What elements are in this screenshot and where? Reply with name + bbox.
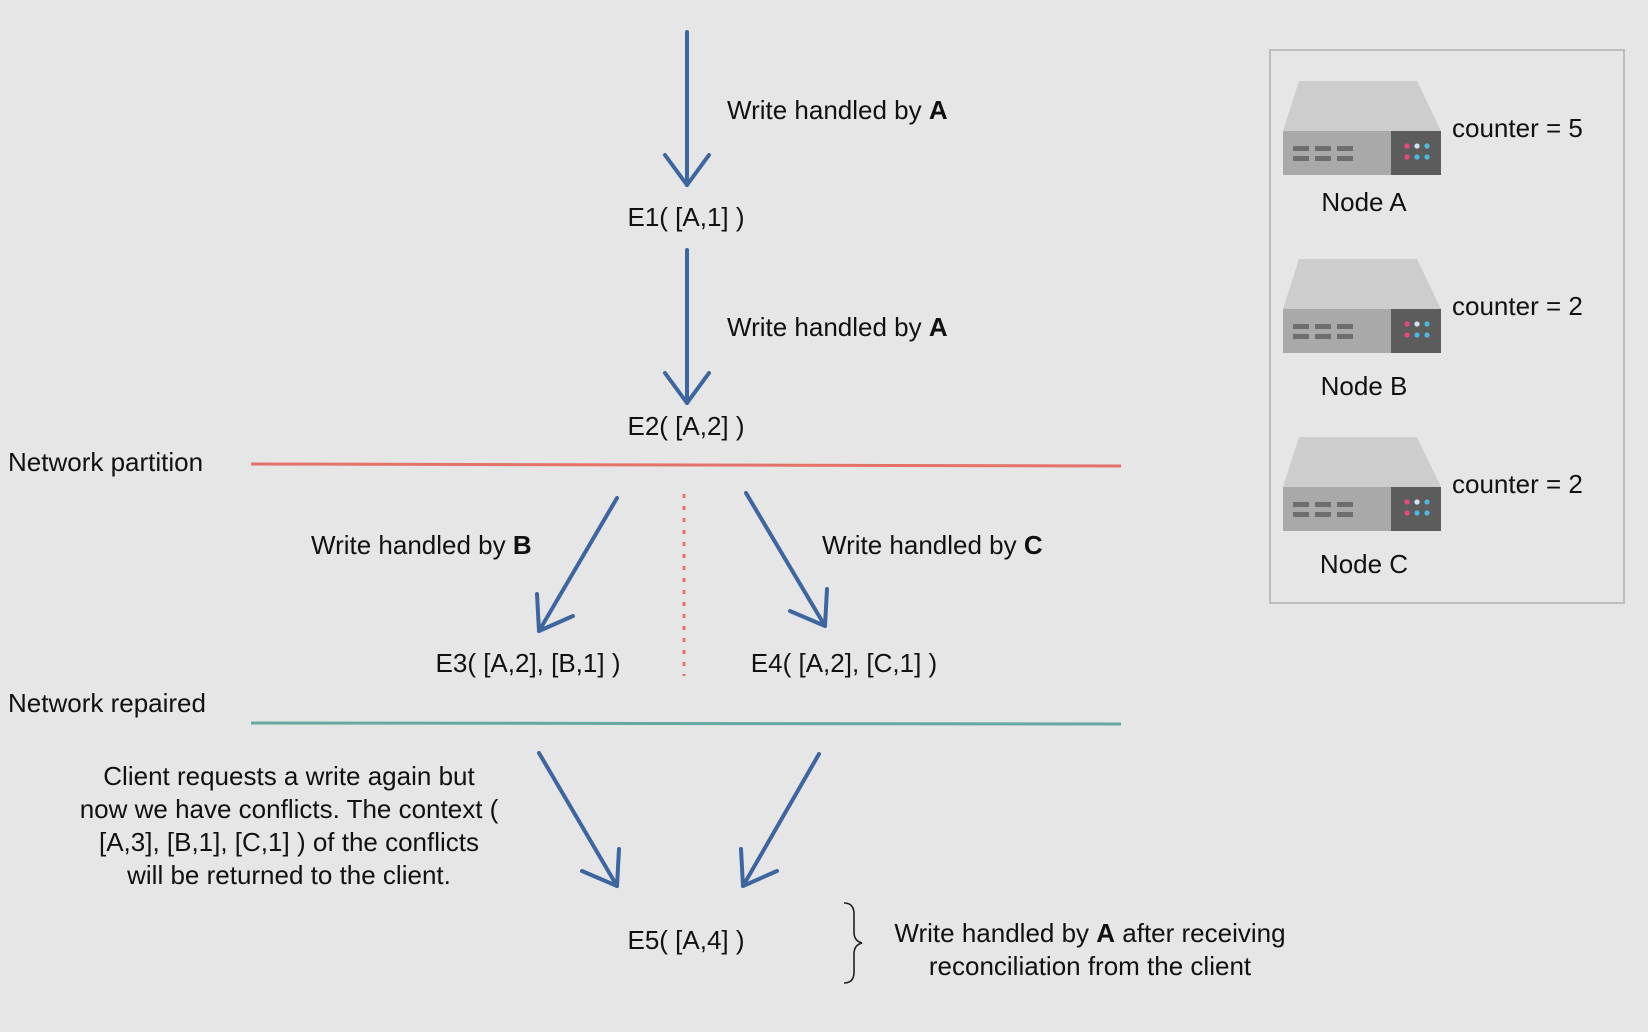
event-e2: E2( [A,2] ) [627,411,745,441]
node-a-counter: counter = 5 [1452,113,1583,143]
repaired-label: Network repaired [8,688,206,718]
partition-label: Network partition [8,447,204,477]
edge-label-a2: Write handled by A [727,312,948,342]
event-e4: E4( [A,2], [C,1] ) [750,648,938,678]
event-e1: E1( [A,1] ) [627,202,745,232]
arrow-e2-to-e4 [744,491,829,628]
node-b-counter: counter = 2 [1452,291,1583,321]
arrow-e1-to-e2 [663,248,711,405]
node-c-counter: counter = 2 [1452,469,1583,499]
arrow-e2-to-e3 [535,496,619,633]
reconcile-note: Write handled by A after receiving recon… [894,918,1286,981]
edge-label-b: Write handled by B [311,530,532,560]
partition-line [250,462,1122,468]
event-e5: E5( [A,4] ) [627,925,745,955]
node-legend [1269,49,1625,604]
arrow-to-e1 [663,30,711,187]
node-a-label: Node A [1321,187,1407,217]
brace-icon [843,902,863,984]
node-b-label: Node B [1320,371,1408,401]
arrow-e4-to-e5 [739,752,821,888]
event-e3: E3( [A,2], [B,1] ) [435,648,621,678]
arrow-e3-to-e5 [537,751,621,888]
node-c-label: Node C [1319,549,1409,579]
edge-label-a1: Write handled by A [727,95,948,125]
repaired-line [250,721,1122,726]
client-note: Client requests a write again but now we… [79,761,499,890]
edge-label-c: Write handled by C [822,530,1043,560]
